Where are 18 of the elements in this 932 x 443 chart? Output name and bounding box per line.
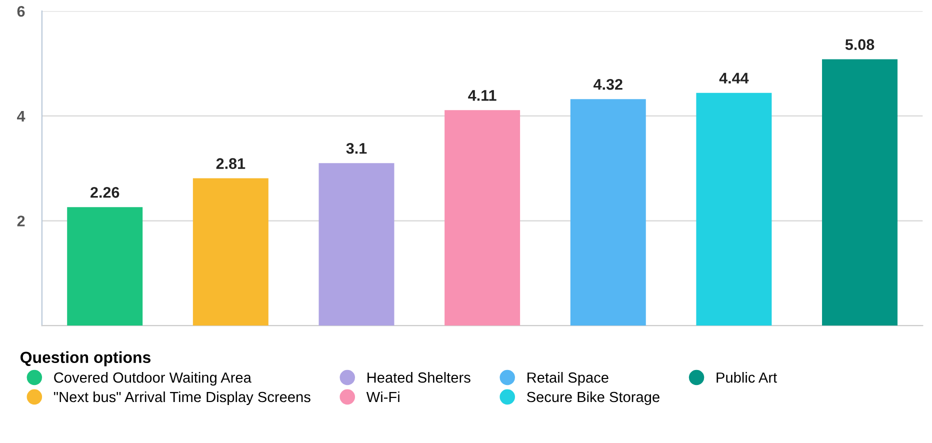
legend-title: Question options [20,351,150,366]
data-label: 2.26 [90,187,120,198]
legend-label: Retail Space [528,372,608,386]
data-label: 4.44 [719,72,749,84]
legend-label: Heated Shelters [368,372,470,383]
data-label: 3.1 [346,142,367,154]
data-label: 2.81 [216,158,246,169]
legend-label: Wi-Fi [366,391,400,402]
legend-label: Secure Bike Storage [526,391,660,406]
y-tick-label: 6 [17,6,25,17]
data-label: 4.32 [593,79,622,90]
legend-label: Public Art [716,372,777,383]
y-tick-label: 2 [17,216,25,226]
y-tick-label: 4 [17,110,26,122]
data-label: 4.11 [468,90,496,101]
legend-label: Covered Outdoor Waiting Area [54,372,252,386]
data-label: 5.08 [845,39,874,50]
legend-label: "Next bus" Arrival Time Display Screens [54,391,310,406]
